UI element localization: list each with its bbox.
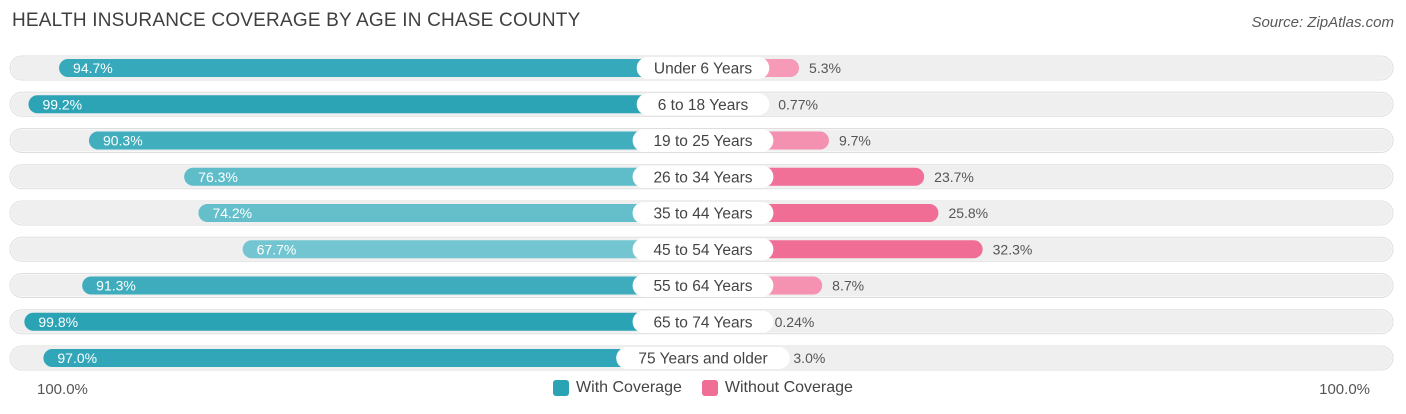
with-coverage-value: 90.3%: [103, 133, 143, 149]
category-label-pill: [632, 238, 774, 261]
with-coverage-bar: [59, 59, 704, 77]
with-coverage-bar: [43, 349, 703, 367]
legend-without-label: Without Coverage: [724, 379, 853, 396]
legend: With Coverage Without Coverage: [0, 379, 1406, 397]
with-coverage-value: 67.7%: [257, 241, 297, 257]
without-coverage-value: 0.24%: [775, 314, 815, 330]
category-label-pill: [632, 310, 774, 333]
legend-with-label: With Coverage: [576, 379, 682, 396]
with-coverage-bar: [184, 167, 703, 186]
category-label-pill: [636, 93, 770, 116]
with-coverage-bar: [198, 204, 703, 222]
without-coverage-bar: [703, 240, 983, 259]
without-coverage-value: 0.77%: [778, 96, 818, 112]
chart-title: HEALTH INSURANCE COVERAGE BY AGE IN CHAS…: [12, 10, 581, 31]
with-coverage-bar: [88, 131, 703, 150]
without-coverage-swatch: [701, 380, 718, 396]
with-coverage-swatch: [553, 380, 570, 396]
category-label: Under 6 Years: [654, 61, 752, 78]
without-coverage-value: 3.0%: [793, 350, 825, 366]
with-coverage-value: 97.0%: [57, 350, 97, 366]
with-coverage-value: 76.3%: [198, 169, 238, 185]
category-label-pill: [636, 57, 770, 79]
source-note: Source: ZipAtlas.com: [1251, 14, 1394, 31]
with-coverage-bar: [28, 95, 703, 114]
without-coverage-value: 23.7%: [934, 169, 974, 185]
without-coverage-value: 8.7%: [832, 278, 864, 294]
category-label-pill: [632, 165, 774, 188]
category-label: 65 to 74 Years: [653, 314, 752, 331]
legend-with-coverage: With Coverage: [553, 379, 682, 397]
axis-left-label: 100.0%: [37, 381, 88, 398]
category-label: 6 to 18 Years: [658, 97, 749, 114]
category-label-pill: [632, 129, 774, 152]
axis-right-label: 100.0%: [1319, 381, 1370, 398]
without-coverage-value: 5.3%: [809, 60, 841, 76]
legend-without-coverage: Without Coverage: [701, 379, 853, 397]
with-coverage-bar: [24, 312, 704, 331]
with-coverage-bar: [242, 240, 703, 259]
with-coverage-value: 91.3%: [96, 278, 136, 294]
without-coverage-value: 25.8%: [948, 205, 988, 221]
category-label-pill: [632, 274, 774, 297]
category-label: 19 to 25 Years: [653, 133, 752, 150]
category-label: 35 to 44 Years: [653, 206, 752, 223]
without-coverage-value: 32.3%: [993, 241, 1033, 257]
with-coverage-value: 74.2%: [212, 205, 252, 221]
category-label-pill: [616, 347, 790, 369]
with-coverage-value: 94.7%: [73, 60, 113, 76]
category-label-pill: [632, 202, 774, 224]
with-coverage-value: 99.8%: [38, 314, 78, 330]
category-label: 55 to 64 Years: [653, 278, 752, 295]
without-coverage-value: 9.7%: [839, 133, 871, 149]
with-coverage-value: 99.2%: [42, 96, 82, 112]
category-label: 45 to 54 Years: [653, 242, 752, 259]
category-label: 26 to 34 Years: [653, 169, 752, 186]
with-coverage-bar: [82, 276, 703, 295]
category-label: 75 Years and older: [638, 351, 767, 368]
